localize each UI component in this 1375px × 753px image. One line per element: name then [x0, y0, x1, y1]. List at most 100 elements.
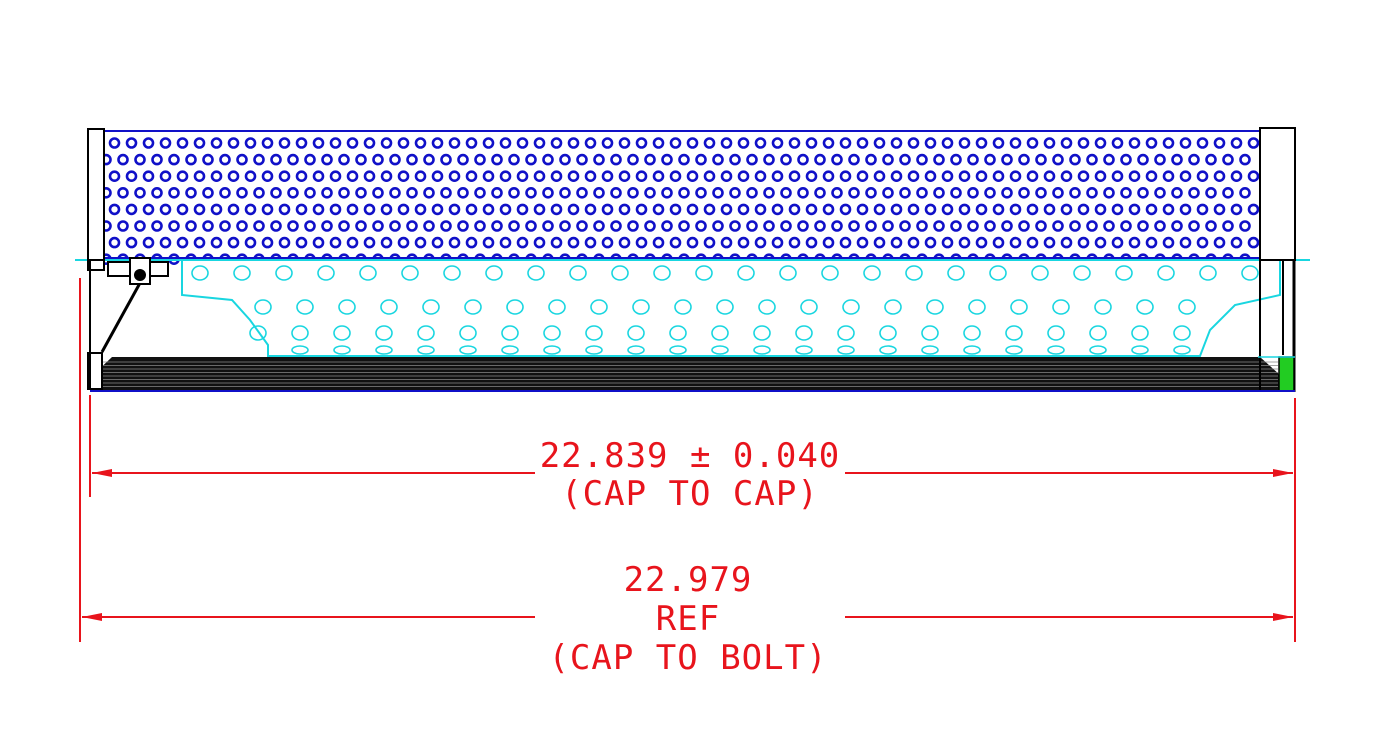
perforation-hole: [975, 203, 988, 216]
perforation-hole: [1094, 170, 1107, 182]
core-hole: [375, 325, 393, 341]
perforation-hole: [397, 137, 410, 149]
perforation-hole: [278, 137, 291, 149]
perforation-hole: [457, 220, 469, 232]
perforation-hole: [763, 187, 775, 199]
perforation-hole: [1222, 220, 1234, 232]
core-hole: [947, 265, 965, 281]
perforation-hole: [1188, 153, 1200, 166]
perforation-hole: [1162, 170, 1175, 182]
core-hole: [254, 299, 272, 315]
perforation-hole: [975, 170, 988, 182]
perforation-hole: [576, 153, 588, 166]
core-hole: [753, 325, 771, 341]
perforation-hole: [601, 236, 614, 249]
perforation-hole: [967, 187, 979, 199]
core-hole: [380, 299, 398, 315]
cap-to-bolt-value: 22.979: [624, 560, 753, 600]
perforation-hole: [525, 220, 537, 232]
perforation-hole: [746, 153, 758, 166]
core-hole: [611, 265, 629, 281]
perforation-hole: [253, 187, 265, 199]
perforation-hole: [1154, 187, 1166, 199]
perforation-hole: [1043, 170, 1056, 182]
perforation-hole: [924, 170, 937, 182]
perforation-hole: [414, 203, 427, 216]
perforation-hole: [338, 153, 350, 166]
perforation-hole: [737, 137, 750, 149]
perforation-hole: [287, 153, 299, 166]
perforation-hole: [890, 203, 903, 216]
core-hole: [879, 345, 897, 355]
perforation-hole: [1213, 203, 1226, 216]
perforation-hole: [950, 153, 962, 166]
perforation-hole: [720, 203, 733, 216]
perforation-hole: [125, 170, 138, 182]
core-hole: [921, 345, 939, 355]
perforation-hole: [839, 170, 852, 182]
core-hole: [669, 325, 687, 341]
perforation-hole: [329, 203, 342, 216]
perforation-hole: [525, 153, 537, 166]
perforation-hole: [117, 220, 129, 232]
perforation-hole: [533, 137, 546, 149]
perforation-hole: [720, 137, 733, 149]
core-hole: [795, 345, 813, 355]
perforation-hole: [406, 187, 418, 199]
perforation-hole: [703, 236, 716, 249]
perforation-hole: [210, 236, 223, 249]
perforation-hole: [1137, 220, 1149, 232]
perforation-hole: [151, 187, 163, 199]
perforation-hole: [992, 203, 1005, 216]
perforation-hole: [270, 187, 282, 199]
perforation-hole: [1171, 187, 1183, 199]
perforation-hole: [1069, 153, 1081, 166]
core-hole: [963, 345, 981, 355]
perforation-hole: [593, 187, 605, 199]
left-end-cap: [87, 128, 142, 390]
perforation-hole: [975, 137, 988, 149]
perforation-hole: [1026, 137, 1039, 149]
perforation-hole: [185, 220, 197, 232]
perforation-hole: [448, 203, 461, 216]
perforation-hole: [754, 236, 767, 249]
perforation-hole: [1094, 203, 1107, 216]
perforation-hole: [822, 170, 835, 182]
perforation-hole: [924, 137, 937, 149]
perforation-hole: [941, 236, 954, 249]
perforation-hole: [482, 137, 495, 149]
core-hole: [653, 265, 671, 281]
perforation-hole: [941, 170, 954, 182]
perforation-hole: [737, 236, 750, 249]
perforation-hole: [669, 203, 682, 216]
perforation-hole: [916, 220, 928, 232]
perforation-hole: [1247, 137, 1260, 149]
perforation-hole: [746, 187, 758, 199]
perforation-hole: [542, 153, 554, 166]
perforation-hole: [134, 153, 146, 166]
perforation-hole: [193, 203, 206, 216]
perforation-hole: [406, 153, 418, 166]
perforation-hole: [1060, 170, 1073, 182]
perforation-hole: [321, 220, 333, 232]
perforation-hole: [440, 220, 452, 232]
perforation-hole: [610, 187, 622, 199]
core-hole: [548, 299, 566, 315]
perforation-hole: [329, 137, 342, 149]
core-hole: [905, 265, 923, 281]
perforation-hole: [202, 220, 214, 232]
perforation-hole: [219, 220, 231, 232]
perforation-hole: [950, 220, 962, 232]
perforation-hole: [1035, 187, 1047, 199]
perforation-hole: [695, 153, 707, 166]
perforation-hole: [159, 236, 172, 249]
perforation-hole: [193, 236, 206, 249]
perforation-hole: [236, 153, 248, 166]
core-hole: [711, 345, 729, 355]
core-hole: [968, 299, 986, 315]
perforation-hole: [236, 220, 248, 232]
perforation-hole: [805, 203, 818, 216]
perforation-hole: [1103, 187, 1115, 199]
perforation-hole: [831, 187, 843, 199]
perforation-hole: [899, 220, 911, 232]
